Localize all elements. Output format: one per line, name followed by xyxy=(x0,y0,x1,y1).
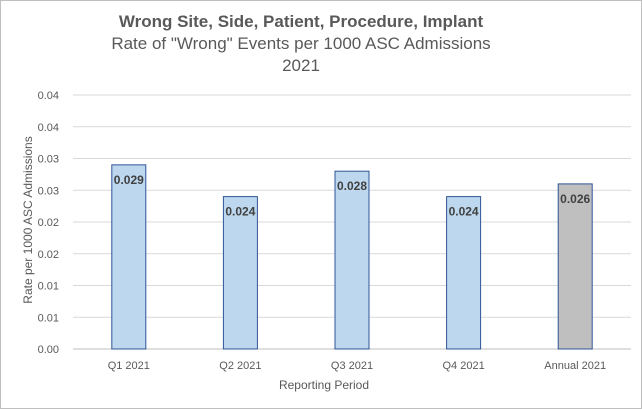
x-axis-title: Reporting Period xyxy=(279,378,369,392)
x-tick-label: Q4 2021 xyxy=(442,360,484,372)
y-tick-label: 0.02 xyxy=(38,217,59,229)
y-tick-label: 0.00 xyxy=(38,344,59,356)
x-tick-label: Q1 2021 xyxy=(108,360,150,372)
bar xyxy=(111,164,147,350)
y-tick-label: 0.01 xyxy=(38,281,59,293)
data-label: 0.024 xyxy=(449,205,479,219)
data-label: 0.026 xyxy=(560,192,590,206)
x-tick-label: Q3 2021 xyxy=(331,360,373,372)
chart-title: Wrong Site, Side, Patient, Procedure, Im… xyxy=(118,12,484,31)
chart-subtitle: Rate of "Wrong" Events per 1000 ASC Admi… xyxy=(111,34,491,53)
data-label: 0.028 xyxy=(337,179,367,193)
bar xyxy=(334,170,370,350)
data-label: 0.029 xyxy=(114,173,144,187)
y-tick-label: 0.04 xyxy=(38,122,59,134)
y-axis-title: Rate per 1000 ASC Admissions xyxy=(21,136,35,303)
chart-year: 2021 xyxy=(282,56,320,75)
bar xyxy=(446,196,482,350)
chart-title-block: Wrong Site, Side, Patient, Procedure, Im… xyxy=(1,11,601,77)
y-tick-label: 0.04 xyxy=(38,90,59,102)
bar xyxy=(222,196,258,350)
y-tick-label: 0.03 xyxy=(38,185,59,197)
data-label: 0.024 xyxy=(225,205,255,219)
x-tick-label: Q2 2021 xyxy=(219,360,261,372)
y-tick-label: 0.01 xyxy=(38,312,59,324)
y-tick-label: 0.03 xyxy=(38,154,59,166)
bar xyxy=(557,183,593,350)
y-tick-label: 0.02 xyxy=(38,249,59,261)
x-tick-label: Annual 2021 xyxy=(544,360,606,372)
